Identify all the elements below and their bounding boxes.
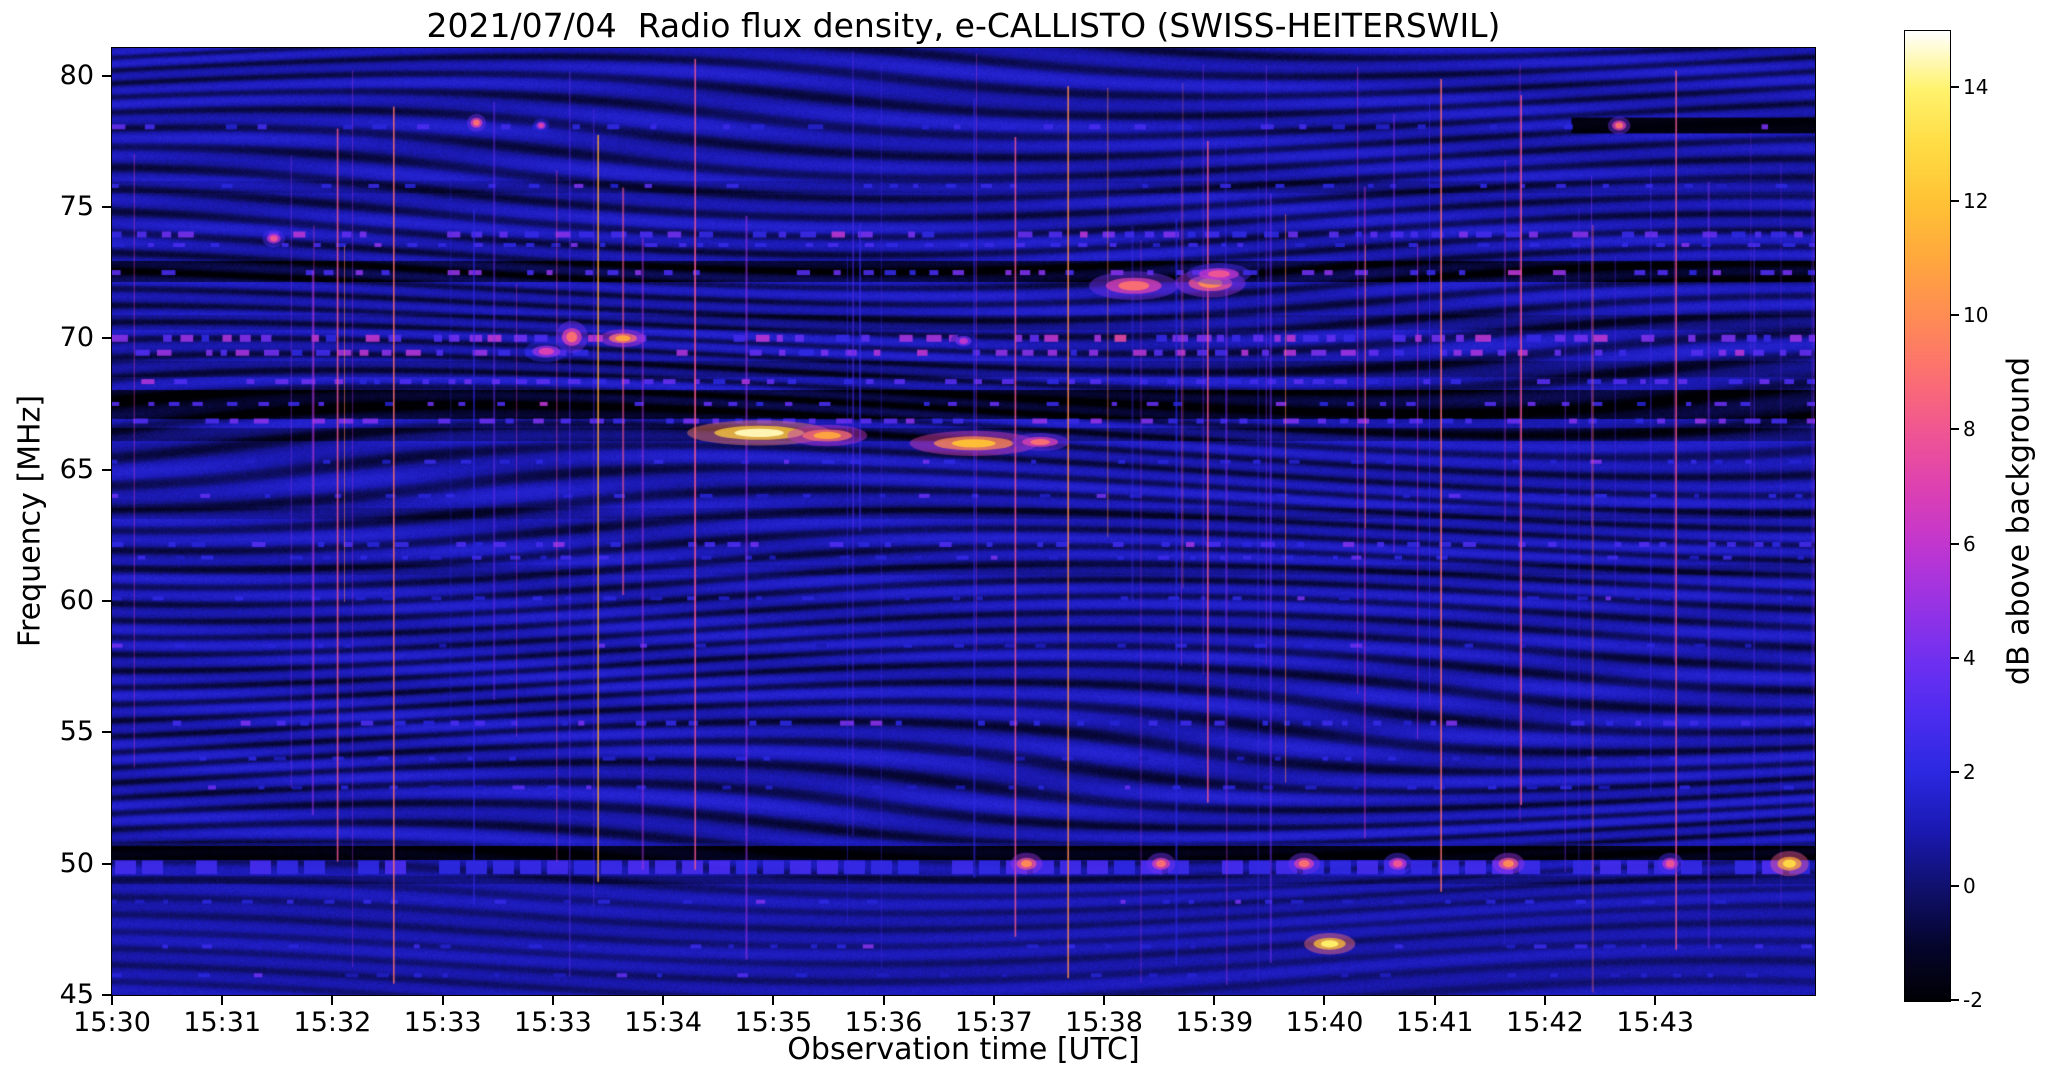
y-tick-label: 65 — [59, 453, 94, 485]
x-tick-label: 15:31 — [183, 1007, 262, 1038]
y-tick-mark — [102, 205, 111, 208]
colorbar-tick-label: 0 — [1963, 873, 1976, 898]
colorbar-tick-mark — [1951, 86, 1959, 89]
colorbar — [1904, 30, 1951, 1002]
y-tick-mark — [102, 862, 111, 865]
y-tick-label: 50 — [59, 847, 94, 879]
x-tick-label: 15:34 — [624, 1007, 703, 1038]
x-tick-mark — [1654, 996, 1657, 1005]
y-tick-label: 60 — [59, 584, 94, 616]
colorbar-tick-label: 10 — [1963, 303, 1989, 328]
x-tick-mark — [662, 996, 665, 1005]
x-tick-mark — [551, 996, 554, 1005]
colorbar-tick-label: -2 — [1963, 988, 1983, 1012]
colorbar-tick-label: 6 — [1963, 531, 1976, 556]
x-tick-mark — [772, 996, 775, 1005]
x-tick-mark — [221, 996, 224, 1005]
colorbar-tick-mark — [1951, 884, 1959, 887]
y-tick-mark — [102, 337, 111, 340]
x-tick-label: 15:35 — [734, 1007, 813, 1038]
colorbar-tick-mark — [1951, 770, 1959, 773]
y-tick-label: 45 — [59, 979, 94, 1010]
colorbar-tick-mark — [1951, 656, 1959, 659]
colorbar-tick-label: 4 — [1963, 645, 1976, 670]
x-tick-label: 15:36 — [844, 1007, 923, 1038]
x-tick-label: 15:42 — [1506, 1007, 1584, 1038]
y-tick-label: 75 — [59, 190, 94, 222]
x-tick-label: 15:33 — [513, 1007, 592, 1038]
x-tick-mark — [331, 996, 334, 1005]
x-tick-mark — [1103, 996, 1106, 1005]
colorbar-tick-mark — [1951, 314, 1959, 317]
x-tick-label: 15:33 — [403, 1007, 482, 1038]
y-tick-mark — [102, 599, 111, 602]
x-tick-mark — [111, 996, 113, 1005]
colorbar-tick-label: 12 — [1963, 189, 1989, 214]
y-tick-label: 80 — [59, 59, 94, 91]
y-tick-mark — [102, 468, 111, 471]
x-tick-label: 15:32 — [293, 1007, 372, 1038]
x-tick-mark — [882, 996, 885, 1005]
x-tick-label: 15:37 — [954, 1007, 1033, 1038]
colorbar-tick-label: 14 — [1963, 75, 1989, 100]
spectrogram-plot-area — [111, 47, 1816, 996]
spectrogram-canvas — [112, 48, 1815, 995]
colorbar-tick-mark — [1951, 999, 1959, 1001]
colorbar-tick-label: 8 — [1963, 417, 1976, 442]
x-tick-mark — [992, 996, 995, 1005]
y-tick-mark — [102, 74, 111, 77]
y-tick-mark — [102, 994, 111, 996]
x-tick-label: 15:38 — [1065, 1007, 1143, 1038]
y-tick-mark — [102, 731, 111, 734]
x-tick-label: 15:39 — [1175, 1007, 1254, 1038]
colorbar-canvas — [1905, 31, 1950, 1001]
x-tick-mark — [1213, 996, 1216, 1005]
x-tick-mark — [1323, 996, 1326, 1005]
x-tick-label: 15:41 — [1395, 1007, 1474, 1038]
x-tick-label: 15:40 — [1285, 1007, 1364, 1038]
y-tick-label: 70 — [59, 322, 94, 354]
x-tick-label: 15:43 — [1616, 1007, 1695, 1038]
chart-title: 2021/07/04 Radio flux density, e-CALLIST… — [426, 6, 1501, 45]
x-tick-label: 15:30 — [73, 1007, 151, 1038]
x-tick-mark — [441, 996, 444, 1005]
x-tick-mark — [1543, 996, 1546, 1005]
colorbar-tick-label: 2 — [1963, 759, 1976, 784]
colorbar-tick-mark — [1951, 428, 1959, 431]
x-tick-mark — [1433, 996, 1436, 1005]
y-tick-label: 55 — [59, 716, 94, 748]
colorbar-tick-mark — [1951, 542, 1959, 545]
colorbar-label: dB above background — [2001, 356, 2037, 686]
colorbar-tick-mark — [1951, 200, 1959, 203]
x-axis-label: Observation time [UTC] — [787, 1032, 1140, 1067]
